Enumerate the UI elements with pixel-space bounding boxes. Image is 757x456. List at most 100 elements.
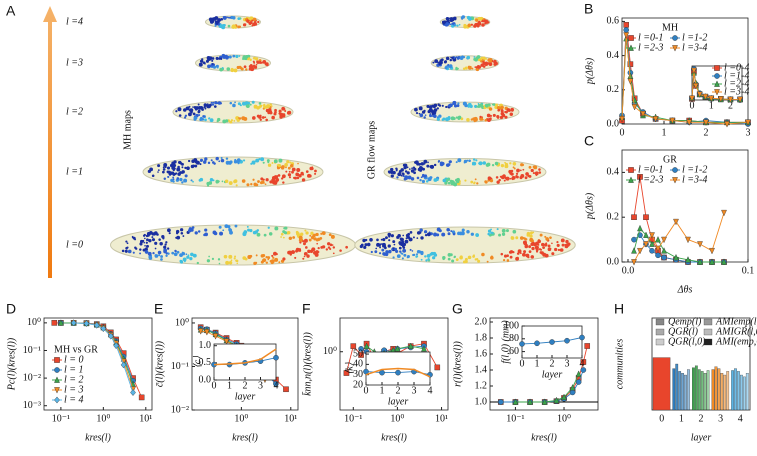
map-node: [411, 250, 414, 252]
map-node: [241, 179, 246, 183]
map-node: [239, 104, 242, 107]
map-node: [314, 169, 317, 173]
map-node: [412, 236, 415, 239]
map-node: [405, 237, 408, 240]
marker: [692, 83, 699, 90]
marker: [643, 241, 649, 248]
map-node: [327, 242, 331, 246]
map-node: [260, 157, 265, 162]
y-tick-label: 1.2: [475, 380, 488, 391]
map-node: [436, 107, 439, 110]
map-node: [288, 176, 292, 179]
map-node: [215, 21, 219, 25]
map-node: [462, 56, 466, 59]
map-node: [432, 256, 436, 260]
map-node: [270, 261, 274, 265]
marker: [655, 245, 661, 253]
x-tick-label: 3: [565, 358, 570, 369]
map-node: [376, 238, 379, 242]
map-node: [297, 169, 300, 172]
map-node: [426, 164, 430, 168]
panel-label: C: [584, 133, 594, 149]
map-node: [204, 228, 208, 232]
map-node: [199, 158, 204, 162]
marker: [358, 352, 364, 358]
map-node: [246, 183, 250, 187]
map-node: [554, 247, 558, 252]
map-node: [452, 102, 455, 105]
map-node: [487, 176, 492, 181]
map-node: [424, 233, 428, 237]
map-node: [199, 177, 204, 182]
map-node: [265, 255, 268, 259]
map-node: [423, 174, 427, 178]
map-node: [453, 256, 456, 259]
map-node: [409, 231, 413, 234]
map-node: [163, 162, 168, 167]
map-node: [156, 233, 159, 236]
map-node: [178, 114, 182, 117]
map-node: [252, 57, 255, 60]
map-node: [504, 115, 508, 119]
map-node: [214, 101, 218, 105]
map-node: [513, 167, 516, 170]
map-node: [402, 248, 407, 253]
map-node: [433, 163, 437, 167]
map-node: [281, 165, 285, 169]
map-node: [495, 103, 499, 107]
panel-label: H: [614, 301, 624, 317]
map-node: [199, 59, 203, 63]
map-node: [519, 169, 522, 172]
map-node: [306, 254, 310, 258]
y-tick-label: 0.2: [607, 211, 620, 222]
map-node: [182, 235, 185, 237]
map-node: [426, 232, 431, 237]
map-node: [235, 184, 238, 187]
map-node: [485, 61, 487, 64]
map-node: [449, 103, 453, 108]
map-node: [532, 231, 535, 234]
map-node: [148, 238, 152, 243]
map-node: [385, 252, 389, 256]
map-node: [180, 228, 184, 232]
map-node: [289, 163, 294, 168]
map-node: [486, 113, 491, 118]
marker: [649, 247, 655, 254]
map-node: [398, 241, 402, 245]
map-node: [530, 255, 535, 259]
marker: [714, 73, 720, 79]
bar: [700, 371, 704, 411]
map-node: [457, 231, 461, 235]
map-node: [464, 66, 468, 70]
legend-label: l = 2: [64, 374, 84, 385]
map-node: [505, 110, 508, 114]
map-node: [267, 161, 270, 164]
map-node: [330, 234, 335, 239]
map-node: [538, 168, 541, 171]
map-node: [212, 101, 215, 104]
map-node: [455, 66, 458, 69]
map-node: [419, 178, 422, 182]
legend-swatch: [703, 328, 713, 336]
map-node: [303, 251, 308, 256]
legend-label: AMI(emp,GR): [715, 336, 757, 347]
marker: [519, 341, 525, 347]
map-node: [197, 103, 200, 106]
map-node: [243, 65, 247, 69]
marker: [421, 345, 427, 352]
map-node: [262, 59, 267, 64]
map-node: [399, 250, 402, 253]
map-node: [154, 254, 157, 257]
map-node: [228, 181, 233, 185]
map-node: [416, 176, 420, 180]
map-node: [474, 118, 478, 122]
marker: [623, 27, 630, 33]
map-node: [266, 109, 270, 113]
y-tick-label: 1.4: [475, 364, 488, 375]
marker: [628, 35, 634, 41]
map-node: [144, 250, 149, 254]
map-node: [509, 112, 514, 116]
map-node: [506, 254, 509, 258]
map-node: [255, 254, 258, 257]
map-node: [278, 109, 282, 113]
